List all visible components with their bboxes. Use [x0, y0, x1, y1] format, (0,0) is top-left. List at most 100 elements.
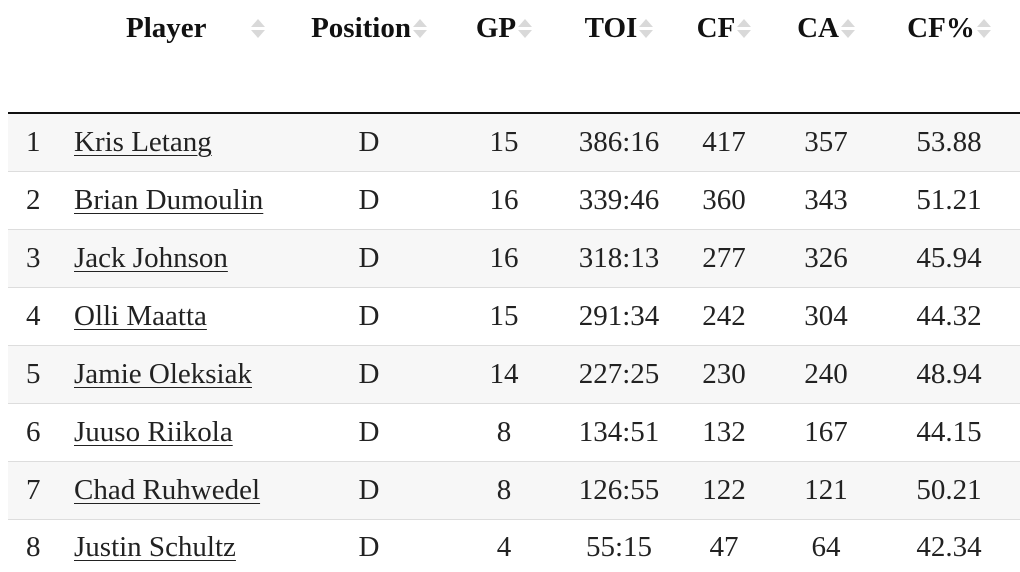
gp-cell: 16	[444, 228, 565, 287]
player-cell: Justin Schultz	[74, 518, 295, 572]
player-cell: Chad Ruhwedel	[74, 460, 295, 519]
table-row: 1 Kris Letang D 15 386:16 417 357 53.88	[8, 113, 1020, 171]
player-link[interactable]: Brian Dumoulin	[74, 183, 264, 216]
column-header-position[interactable]: Position	[294, 0, 445, 114]
player-link[interactable]: Jack Johnson	[74, 241, 228, 274]
toi-cell: 291:34	[564, 286, 675, 345]
player-cell: Kris Letang	[74, 113, 294, 171]
cf-cell: 417	[702, 125, 746, 158]
sort-both-icon[interactable]	[840, 18, 855, 38]
ca-cell: 64	[774, 518, 879, 572]
table-row: 2 Brian Dumoulin D 16 339:46 360 343 51.…	[8, 170, 1020, 229]
table-row: 3 Jack Johnson D 16 318:13 277 326 45.94	[8, 228, 1020, 287]
ca-cell: 326	[774, 228, 879, 287]
cfpct-cell: 42.34	[878, 518, 1020, 572]
player-stats-table: Player Position GP	[8, 0, 1020, 572]
player-cell: Brian Dumoulin	[74, 170, 295, 229]
sort-both-icon[interactable]	[518, 18, 533, 38]
sort-both-icon[interactable]	[250, 18, 265, 38]
toi-cell: 227:25	[564, 344, 675, 403]
table-row: 7 Chad Ruhwedel D 8 126:55 122 121 50.21	[8, 460, 1020, 519]
position-cell: D	[358, 125, 380, 158]
table-body: 1 Kris Letang D 15 386:16 417 357 53.88 …	[8, 113, 1020, 572]
cf-cell: 360	[674, 170, 775, 229]
cf-cell: 230	[674, 344, 775, 403]
sort-both-icon[interactable]	[976, 18, 991, 38]
table-row: 4 Olli Maatta D 15 291:34 242 304 44.32	[8, 286, 1020, 345]
column-header-label: TOI	[584, 11, 638, 44]
ca-cell: 304	[774, 286, 879, 345]
ca-cell: 121	[774, 460, 879, 519]
column-header-cfpct[interactable]: CF%	[878, 0, 1020, 114]
column-header-label: Position	[311, 11, 411, 44]
table-header: Player Position GP	[8, 0, 1020, 114]
toi-cell: 318:13	[564, 228, 675, 287]
gp-cell: 15	[444, 286, 565, 345]
player-link[interactable]: Kris Letang	[74, 125, 212, 158]
position-cell: D	[294, 228, 445, 287]
cfpct-cell: 51.21	[878, 170, 1020, 229]
rank-cell: 1	[26, 125, 41, 158]
column-header-toi[interactable]: TOI	[564, 0, 675, 114]
cf-cell: 242	[674, 286, 775, 345]
gp-cell: 8	[444, 402, 565, 461]
cfpct-cell: 44.15	[878, 402, 1020, 461]
position-cell: D	[294, 286, 445, 345]
player-link[interactable]: Justin Schultz	[74, 531, 236, 564]
column-header-label: CA	[797, 11, 839, 44]
gp-cell: 14	[444, 344, 565, 403]
position-cell: D	[294, 460, 445, 519]
gp-cell: 8	[444, 460, 565, 519]
toi-cell: 134:51	[564, 402, 675, 461]
sort-both-icon[interactable]	[639, 18, 654, 38]
column-header-cf[interactable]: CF	[674, 0, 775, 114]
sort-both-icon[interactable]	[737, 18, 752, 38]
gp-cell: 4	[444, 518, 565, 572]
table-row: 8 Justin Schultz D 4 55:15 47 64 42.34	[8, 518, 1020, 572]
cfpct-cell: 50.21	[878, 460, 1020, 519]
rank-cell: 4	[8, 286, 74, 345]
gp-cell: 15	[489, 125, 519, 158]
position-cell: D	[294, 344, 445, 403]
column-header-gp[interactable]: GP	[444, 0, 565, 114]
cf-cell: 122	[674, 460, 775, 519]
toi-cell: 386:16	[578, 125, 660, 158]
rank-cell: 5	[8, 344, 74, 403]
toi-cell: 55:15	[564, 518, 675, 572]
ca-cell: 240	[774, 344, 879, 403]
player-cell: Jamie Oleksiak	[74, 344, 295, 403]
rank-cell: 6	[8, 402, 74, 461]
toi-cell: 339:46	[564, 170, 675, 229]
player-cell: Olli Maatta	[74, 286, 295, 345]
player-link[interactable]: Jamie Oleksiak	[74, 357, 252, 390]
toi-cell: 126:55	[564, 460, 675, 519]
cfpct-cell: 44.32	[878, 286, 1020, 345]
column-header-label: Player	[126, 11, 207, 44]
column-header-player[interactable]: Player	[8, 0, 295, 114]
ca-cell: 167	[774, 402, 879, 461]
table-row: 6 Juuso Riikola D 8 134:51 132 167 44.15	[8, 402, 1020, 461]
rank-cell: 2	[8, 170, 74, 229]
table-row: 5 Jamie Oleksiak D 14 227:25 230 240 48.…	[8, 344, 1020, 403]
column-header-label: CF	[696, 11, 736, 44]
cf-cell: 132	[674, 402, 775, 461]
player-cell: Juuso Riikola	[74, 402, 295, 461]
gp-cell: 16	[444, 170, 565, 229]
sort-both-icon[interactable]	[412, 18, 427, 38]
player-link[interactable]: Olli Maatta	[74, 299, 207, 332]
position-cell: D	[294, 402, 445, 461]
rank-cell: 7	[8, 460, 74, 519]
ca-cell: 343	[774, 170, 879, 229]
column-header-label: CF%	[907, 11, 975, 44]
player-link[interactable]: Juuso Riikola	[74, 415, 233, 448]
player-link[interactable]: Chad Ruhwedel	[74, 473, 261, 506]
position-cell: D	[294, 170, 445, 229]
cfpct-cell: 48.94	[878, 344, 1020, 403]
rank-cell: 8	[8, 518, 74, 572]
player-cell: Jack Johnson	[74, 228, 295, 287]
cfpct-cell: 53.88	[916, 125, 982, 158]
position-cell: D	[294, 518, 445, 572]
column-header-ca[interactable]: CA	[774, 0, 879, 114]
cf-cell: 277	[674, 228, 775, 287]
